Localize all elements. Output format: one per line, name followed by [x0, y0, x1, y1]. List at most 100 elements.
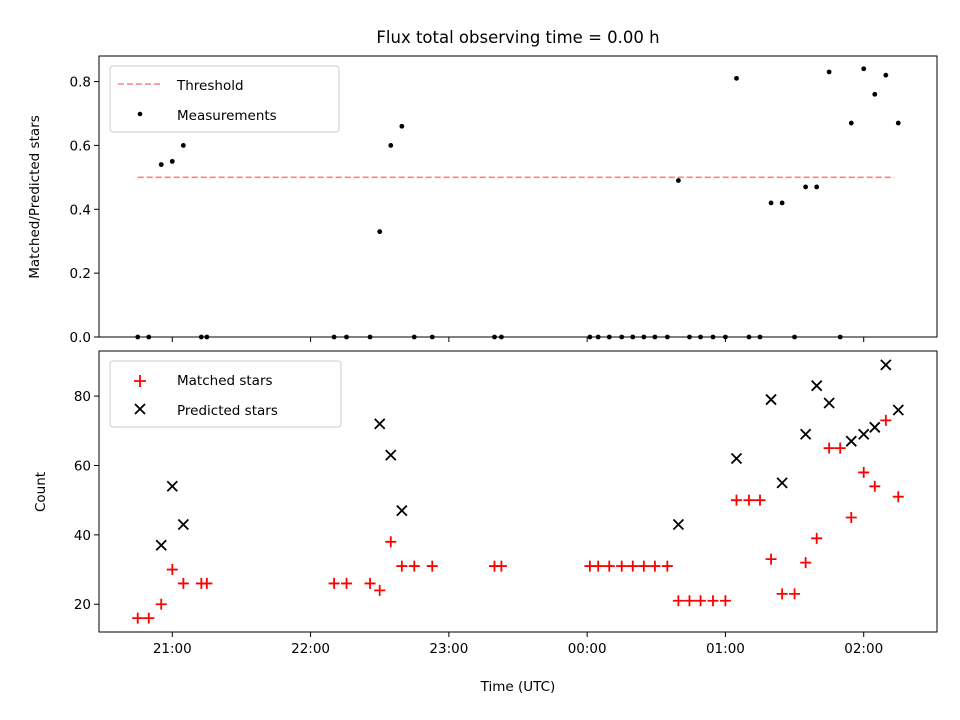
- matched-stars-point: [396, 560, 408, 572]
- x-tick-label: 01:00: [706, 641, 745, 657]
- legend-measurements-label: Measurements: [177, 108, 277, 124]
- matched-stars-point: [880, 414, 892, 426]
- legend-measurements-swatch: [137, 111, 143, 117]
- matched-stars-point: [385, 536, 397, 548]
- top-y-axis-label: Matched/Predicted stars: [27, 115, 43, 278]
- y-tick-label: 0.6: [70, 138, 91, 154]
- predicted-stars-point: [799, 428, 812, 440]
- top-y-ticks: 0.0 0.2 0.4 0.6 0.8: [70, 75, 99, 346]
- measurement-point: [180, 143, 186, 148]
- legend-predicted-label: Predicted stars: [177, 403, 278, 419]
- predicted-stars-point: [845, 435, 857, 447]
- matched-stars-point: [426, 560, 438, 572]
- matched-stars-point: [892, 491, 904, 503]
- measurement-point: [734, 75, 739, 81]
- figure-title: Flux total observing time = 0.00 h: [376, 28, 659, 47]
- x-axis-label: Time (UTC): [480, 679, 556, 695]
- measurement-point: [158, 162, 164, 167]
- predicted-stars-point: [823, 397, 835, 409]
- top-legend-box: [109, 65, 340, 133]
- matched-stars-point: [649, 560, 661, 572]
- predicted-stars-point: [166, 480, 178, 492]
- x-tick-label: 21:00: [153, 641, 192, 657]
- matched-stars-point: [341, 577, 353, 589]
- matched-stars-point: [800, 557, 812, 569]
- bottom-axes-frame: [98, 350, 938, 633]
- y-tick-label: 80: [74, 389, 91, 405]
- matched-stars-point: [627, 560, 639, 572]
- matched-stars-point: [695, 595, 707, 607]
- top-axes-frame: [98, 55, 938, 338]
- matched-stars-point: [683, 595, 695, 607]
- measurement-point: [826, 69, 832, 75]
- bottom-plot-area: [132, 359, 904, 624]
- matched-stars-point: [789, 588, 801, 600]
- matched-stars-point: [638, 560, 650, 572]
- matched-stars-point: [328, 577, 340, 589]
- predicted-stars-point: [811, 380, 823, 392]
- matched-stars-point: [143, 612, 155, 624]
- predicted-stars-point: [385, 449, 397, 461]
- matched-stars-point: [858, 466, 870, 478]
- x-tick-label: 02:00: [844, 641, 883, 657]
- matched-stars-point: [823, 442, 835, 454]
- matched-stars-point: [616, 560, 628, 572]
- y-tick-label: 40: [74, 528, 91, 544]
- matched-stars-point: [592, 560, 604, 572]
- predicted-stars-point: [672, 518, 685, 531]
- top-panel: 0.00.20.40.60.8 Matched/Predicted stars …: [27, 55, 938, 346]
- matched-stars-point: [730, 494, 742, 506]
- predicted-stars-point: [776, 477, 788, 489]
- bottom-x-ticks: 21:00 22:00 23:00 00:00 01:00 02:00: [153, 632, 883, 657]
- y-tick-label: 0.0: [70, 330, 91, 346]
- matched-stars-point: [765, 553, 777, 565]
- matched-stars-point: [603, 560, 615, 572]
- matched-stars-point: [719, 595, 731, 607]
- legend-matched-label: Matched stars: [177, 373, 273, 389]
- predicted-stars-point: [869, 421, 881, 433]
- matched-stars-point: [155, 598, 167, 610]
- measurement-point: [169, 158, 175, 164]
- predicted-stars-point: [177, 518, 189, 531]
- measurement-point: [883, 72, 889, 78]
- matched-stars-point: [754, 494, 766, 506]
- matched-stars-point: [495, 560, 507, 572]
- matched-stars-point: [869, 480, 881, 492]
- measurement-point: [872, 91, 878, 97]
- legend-matched-swatch: [134, 375, 146, 387]
- measurement-point: [848, 120, 854, 126]
- matched-stars-point: [177, 577, 189, 589]
- matched-stars-point: [811, 532, 823, 544]
- predicted-stars-point: [765, 393, 777, 406]
- predicted-stars-point: [396, 504, 408, 517]
- matched-stars-point: [743, 494, 755, 506]
- bottom-legend-box: [109, 360, 342, 428]
- predicted-stars-point: [155, 539, 167, 551]
- top-x-ticks: [171, 337, 865, 342]
- measurement-point: [676, 178, 681, 183]
- y-tick-label: 60: [74, 458, 91, 474]
- measurement-point: [768, 200, 774, 206]
- matched-stars-point: [661, 560, 673, 572]
- matched-stars-point: [132, 612, 144, 624]
- legend-predicted-swatch: [134, 403, 146, 415]
- matched-stars-point: [408, 560, 420, 572]
- matched-stars-point: [201, 577, 213, 589]
- measurement-point: [803, 184, 809, 190]
- y-tick-label: 0.8: [70, 75, 91, 91]
- bottom-legend: Matched stars Predicted stars: [109, 360, 342, 428]
- matched-stars-point: [834, 442, 846, 454]
- measurement-point: [779, 200, 785, 206]
- x-tick-label: 00:00: [568, 641, 607, 657]
- matched-stars-point: [776, 588, 788, 600]
- measurement-point: [814, 184, 820, 190]
- y-tick-label: 0.4: [70, 202, 91, 218]
- x-tick-label: 23:00: [429, 641, 468, 657]
- x-tick-label: 22:00: [291, 641, 330, 657]
- predicted-stars-point: [858, 428, 870, 440]
- bottom-y-axis-label: Count: [33, 472, 49, 512]
- matched-stars-point: [374, 584, 386, 596]
- matched-stars-point: [672, 595, 684, 607]
